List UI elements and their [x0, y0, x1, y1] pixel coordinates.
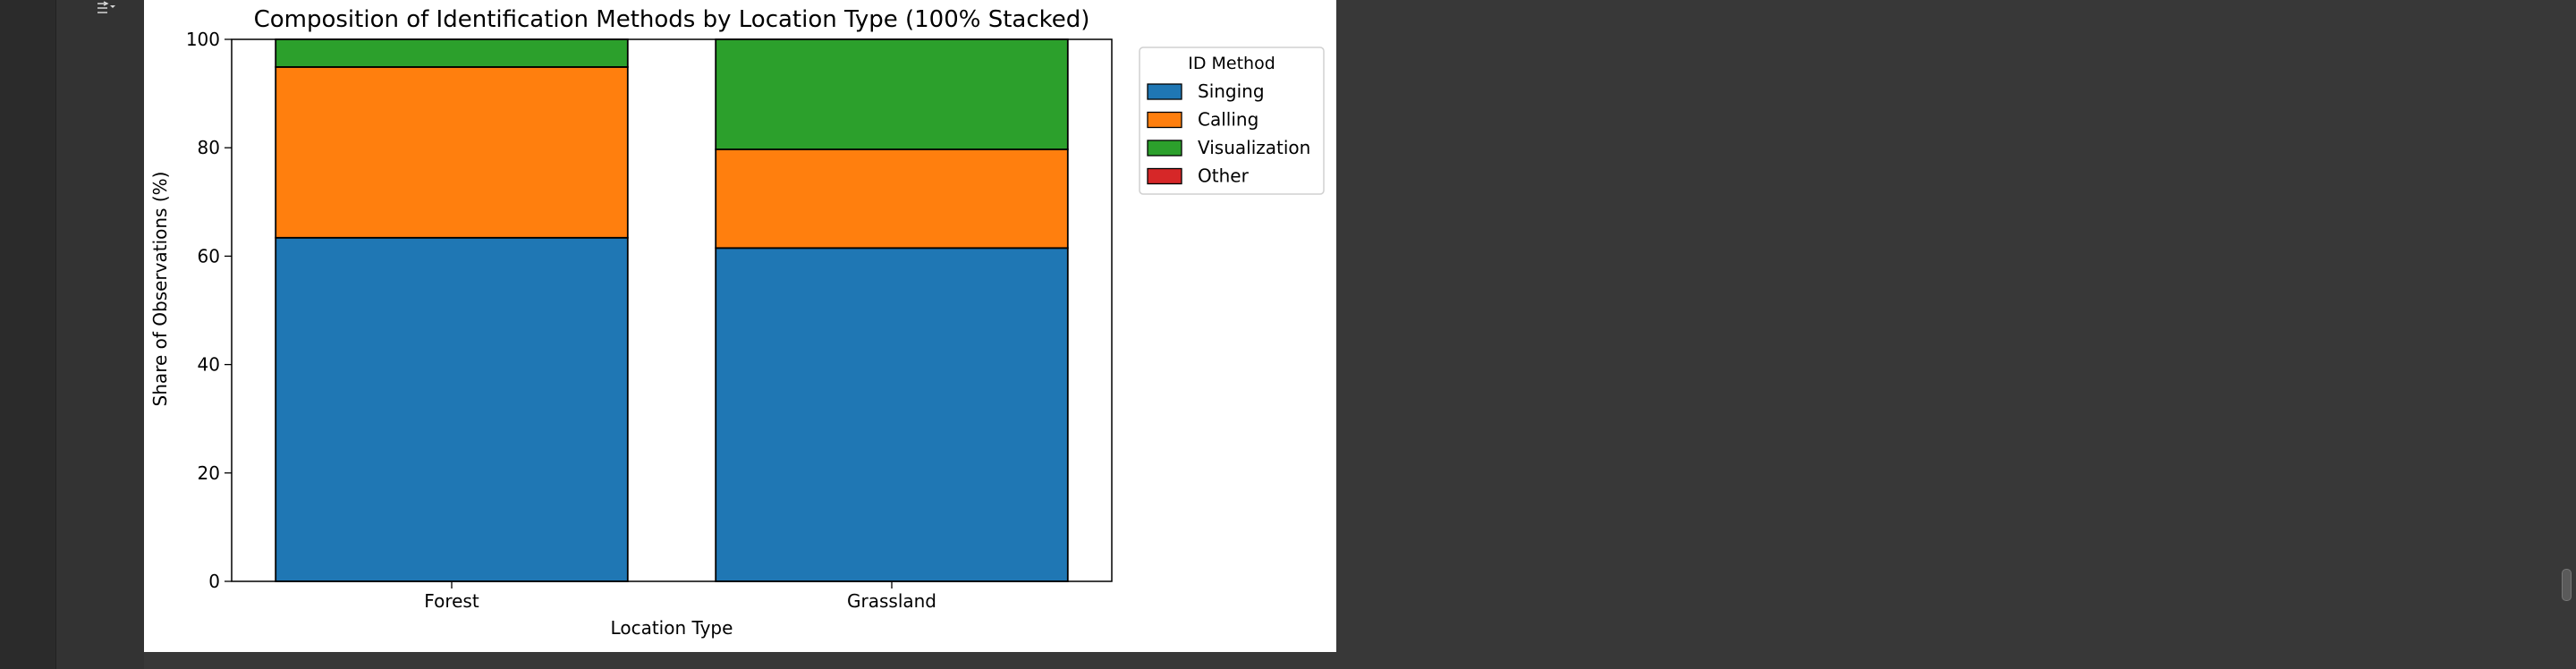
- legend-label-visualization: Visualization: [1198, 137, 1310, 158]
- bar-singing-grassland: [715, 247, 1069, 582]
- y-tick-label: 0: [208, 571, 220, 592]
- y-tick-label: 40: [198, 354, 220, 376]
- legend: ID Method Singing Calling Visualization Othe…: [1139, 47, 1325, 195]
- y-tick-label: 20: [198, 462, 220, 484]
- legend-swatch-singing: [1147, 83, 1182, 100]
- x-axis: Forest Grassland: [424, 581, 936, 612]
- x-tick-label: Grassland: [847, 590, 936, 612]
- legend-swatch-visualization: [1147, 140, 1182, 157]
- legend-box: [1139, 47, 1325, 195]
- activity-bar: [0, 0, 56, 669]
- legend-title: ID Method: [1188, 54, 1275, 73]
- legend-label-calling: Calling: [1198, 109, 1258, 131]
- chart-title: Composition of Identification Methods by…: [254, 6, 1090, 33]
- output-toggle-icon[interactable]: [95, 0, 125, 20]
- bar-visualization-grassland: [715, 38, 1069, 150]
- legend-label-singing: Singing: [1198, 80, 1265, 102]
- x-axis-label: Location Type: [611, 617, 733, 639]
- bar-visualization-forest: [275, 38, 629, 68]
- vertical-scrollbar-thumb[interactable]: [2562, 569, 2572, 601]
- y-axis: 0 20 40 60 80 100: [186, 29, 232, 592]
- cell-gutter: [56, 0, 144, 669]
- y-tick-label: 100: [186, 29, 220, 50]
- x-tick-label: Forest: [424, 590, 479, 612]
- bar-singing-forest: [275, 236, 629, 582]
- bars: [275, 38, 1069, 582]
- bar-calling-forest: [275, 66, 629, 239]
- plot-frame: [231, 38, 1113, 582]
- y-axis-label: Share of Observations (%): [149, 172, 171, 407]
- y-tick-label: 60: [198, 245, 220, 267]
- bar-calling-grassland: [715, 148, 1069, 250]
- chart: Composition of Identification Methods by…: [149, 6, 1325, 639]
- legend-label-other: Other: [1198, 165, 1250, 187]
- legend-swatch-calling: [1147, 111, 1182, 129]
- cell-output-panel: Composition of Identification Methods by…: [144, 0, 1336, 652]
- y-tick-label: 80: [198, 137, 220, 158]
- legend-swatch-other: [1147, 167, 1182, 185]
